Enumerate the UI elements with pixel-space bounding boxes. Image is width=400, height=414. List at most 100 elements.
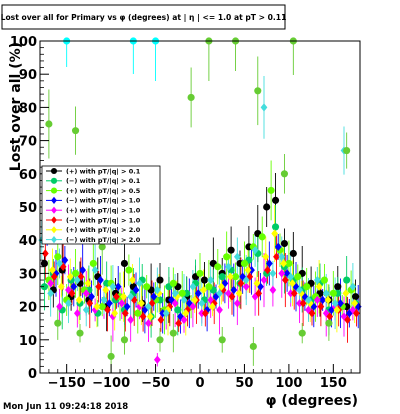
y-tick-label: 50 (19, 201, 37, 216)
data-point (278, 252, 286, 261)
y-tick-label: 60 (19, 168, 37, 183)
data-point (198, 299, 206, 308)
data-point (207, 295, 215, 305)
legend-label: (−) with pT/|q| > 0.1 (66, 177, 141, 186)
data-point (47, 289, 55, 298)
data-point (71, 269, 80, 277)
data-point (180, 315, 188, 325)
data-point (41, 249, 49, 258)
data-point (226, 272, 234, 281)
data-point (107, 352, 115, 360)
legend-label: (−) with pT/|q| > 1.0 (66, 216, 141, 225)
data-point (351, 293, 360, 301)
x-tick-label: −50 (141, 376, 170, 391)
legend-marker (50, 187, 58, 194)
data-point (73, 275, 81, 285)
data-point (189, 302, 197, 311)
legend-marker (51, 226, 57, 234)
data-point (260, 275, 268, 285)
data-point (237, 279, 245, 288)
data-point (285, 259, 293, 268)
x-tick-label: 100 (275, 376, 302, 391)
data-point (255, 289, 263, 298)
data-point (306, 299, 314, 308)
data-point (57, 282, 65, 291)
data-point (230, 285, 238, 295)
y-tick-label: 30 (19, 267, 37, 282)
data-point (139, 312, 147, 321)
data-point (218, 273, 226, 281)
y-axis: 0 10 20 30 40 50 60 70 80 90 100 (10, 35, 49, 382)
data-point (225, 262, 232, 271)
chart-title: Lost over all for Primary vs φ (degrees)… (1, 13, 287, 23)
data-point (343, 276, 351, 284)
legend-marker (50, 167, 58, 175)
data-point (296, 285, 303, 295)
data-point (294, 273, 302, 281)
data-point (153, 355, 161, 364)
data-point (233, 299, 241, 308)
data-point (326, 312, 334, 321)
data-point (61, 255, 69, 265)
data-point (214, 263, 222, 271)
data-point (182, 309, 190, 318)
data-point (216, 305, 223, 315)
data-point (70, 282, 78, 291)
data-point (325, 319, 333, 327)
data-point (303, 283, 311, 291)
data-point (287, 272, 295, 281)
y-tick-label: 40 (19, 234, 37, 249)
data-point (233, 252, 241, 261)
y-tick-label: 80 (19, 101, 37, 116)
legend-marker (51, 196, 57, 204)
data-point (79, 265, 87, 275)
data-point (76, 329, 84, 337)
data-point (305, 295, 312, 305)
data-point (98, 243, 106, 251)
data-point (189, 282, 197, 291)
data-point (102, 285, 110, 295)
data-point (45, 120, 53, 128)
data-point (240, 259, 249, 268)
data-point (248, 265, 255, 275)
y-tick-label: 10 (19, 334, 37, 349)
data-point (123, 302, 131, 311)
data-point (320, 276, 329, 284)
data-point (157, 315, 165, 325)
legend-label: (−) with pT/|q| > 1.0 (66, 197, 141, 206)
data-point (280, 259, 287, 268)
data-point (242, 275, 250, 285)
x-axis-label: φ (degrees) (266, 393, 358, 409)
data-point (118, 299, 126, 308)
data-point (322, 289, 330, 298)
data-point (271, 196, 280, 204)
data-point (200, 285, 207, 295)
data-point (50, 272, 58, 281)
data-point (334, 283, 342, 291)
data-point (132, 285, 140, 295)
data-point (198, 309, 206, 318)
data-point (249, 342, 257, 351)
data-point (344, 315, 351, 325)
data-point (267, 186, 275, 194)
data-point (145, 319, 152, 328)
data-point (171, 299, 179, 308)
data-point (262, 252, 270, 261)
data-point (260, 103, 268, 112)
data-point (290, 289, 298, 298)
data-point (56, 259, 63, 268)
data-point (235, 289, 243, 298)
data-point (317, 302, 325, 311)
data-point (242, 282, 250, 291)
data-point (228, 292, 236, 301)
data-point (205, 283, 213, 291)
data-point (145, 302, 152, 311)
x-tick-label: −100 (92, 376, 130, 391)
data-point (49, 265, 56, 275)
data-point (207, 275, 215, 285)
data-point (82, 289, 90, 298)
x-tick-label: −150 (48, 376, 86, 391)
data-point (98, 303, 106, 311)
data-point (315, 282, 323, 291)
